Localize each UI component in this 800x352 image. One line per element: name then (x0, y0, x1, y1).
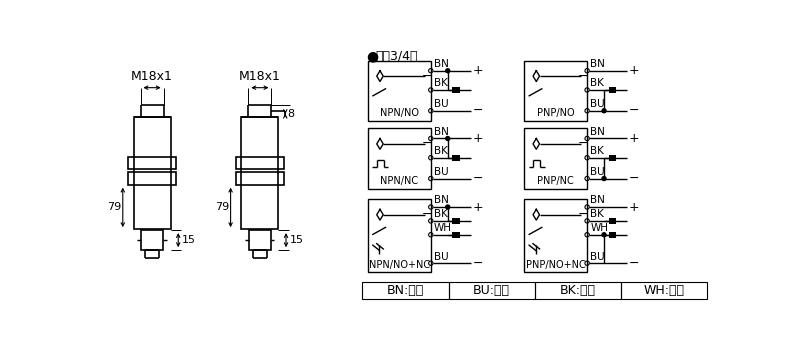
Text: BN: BN (434, 59, 449, 69)
Text: −: − (629, 104, 639, 117)
Text: BK:黑色: BK:黑色 (560, 284, 596, 297)
Bar (524, 61, 587, 121)
Bar (524, 199, 587, 272)
Text: 79: 79 (107, 202, 122, 212)
Circle shape (602, 176, 606, 181)
Text: −: − (472, 172, 483, 185)
Bar (452, 155, 460, 161)
Bar (452, 87, 460, 93)
Text: −: − (578, 70, 589, 83)
Text: BN: BN (434, 127, 449, 137)
Bar (236, 157, 284, 169)
Text: BK: BK (590, 146, 604, 156)
Circle shape (445, 204, 450, 210)
Text: +: + (629, 64, 639, 77)
Bar (128, 157, 176, 169)
Bar (128, 172, 176, 185)
Bar (236, 172, 284, 185)
Circle shape (602, 108, 606, 113)
Text: BK: BK (434, 146, 448, 156)
Bar (142, 230, 163, 250)
Circle shape (445, 68, 450, 74)
Bar (452, 232, 460, 238)
Text: −: − (472, 257, 483, 270)
Bar (621, 282, 707, 300)
Text: −: − (629, 257, 639, 270)
Bar (242, 117, 278, 228)
Text: BU: BU (590, 167, 605, 177)
Text: PNP/NC: PNP/NC (537, 176, 574, 186)
Text: 15: 15 (290, 235, 304, 245)
Bar (449, 282, 534, 300)
Bar (368, 128, 430, 189)
Text: BN: BN (590, 59, 605, 69)
Text: NPN/NO: NPN/NO (380, 108, 418, 119)
Text: −: − (578, 137, 589, 150)
Text: −: − (629, 172, 639, 185)
Bar (609, 87, 616, 93)
Text: BK: BK (434, 78, 448, 88)
Bar (609, 218, 616, 224)
Bar (609, 155, 616, 161)
Bar (368, 199, 430, 272)
Text: ●: ● (366, 49, 378, 63)
Text: BU: BU (590, 99, 605, 109)
Text: M18x1: M18x1 (239, 70, 281, 83)
Text: BU: BU (434, 99, 449, 109)
Text: −: − (422, 137, 432, 150)
Text: BK: BK (434, 209, 448, 219)
Text: BN: BN (434, 195, 449, 206)
Text: BN: BN (590, 195, 605, 206)
Text: 8: 8 (287, 109, 294, 119)
Text: NPN/NO+NC: NPN/NO+NC (369, 260, 430, 270)
Text: WH: WH (590, 223, 608, 233)
Text: −: − (472, 104, 483, 117)
Text: NPN/NC: NPN/NC (380, 176, 418, 186)
Bar (452, 218, 460, 224)
Text: WH:白色: WH:白色 (643, 284, 685, 297)
Text: BU: BU (590, 252, 605, 262)
Text: +: + (629, 132, 639, 145)
Text: BK: BK (590, 78, 604, 88)
Bar (609, 232, 616, 238)
Text: −: − (422, 208, 432, 221)
Text: 79: 79 (214, 202, 229, 212)
Text: BU:兰色: BU:兰色 (473, 284, 510, 297)
Text: 15: 15 (182, 235, 196, 245)
Text: +: + (472, 132, 483, 145)
Circle shape (445, 136, 450, 141)
Text: PNP/NO+NC: PNP/NO+NC (526, 260, 586, 270)
Bar (524, 128, 587, 189)
Text: M18x1: M18x1 (131, 70, 173, 83)
Text: BU: BU (434, 167, 449, 177)
Text: +: + (472, 201, 483, 214)
Text: BU: BU (434, 252, 449, 262)
Bar (134, 117, 170, 228)
Text: +: + (629, 201, 639, 214)
Text: BK: BK (590, 209, 604, 219)
Text: BN:棕色: BN:棕色 (386, 284, 424, 297)
Text: WH: WH (434, 223, 452, 233)
Bar (362, 282, 449, 300)
Text: −: − (578, 208, 589, 221)
Text: +: + (472, 64, 483, 77)
Text: BN: BN (590, 127, 605, 137)
Bar (534, 282, 621, 300)
Bar (368, 61, 430, 121)
Text: PNP/NO: PNP/NO (537, 108, 574, 119)
Bar (249, 230, 270, 250)
Circle shape (602, 232, 606, 238)
Text: −: − (422, 70, 432, 83)
Text: 直流3/4线: 直流3/4线 (375, 50, 418, 63)
